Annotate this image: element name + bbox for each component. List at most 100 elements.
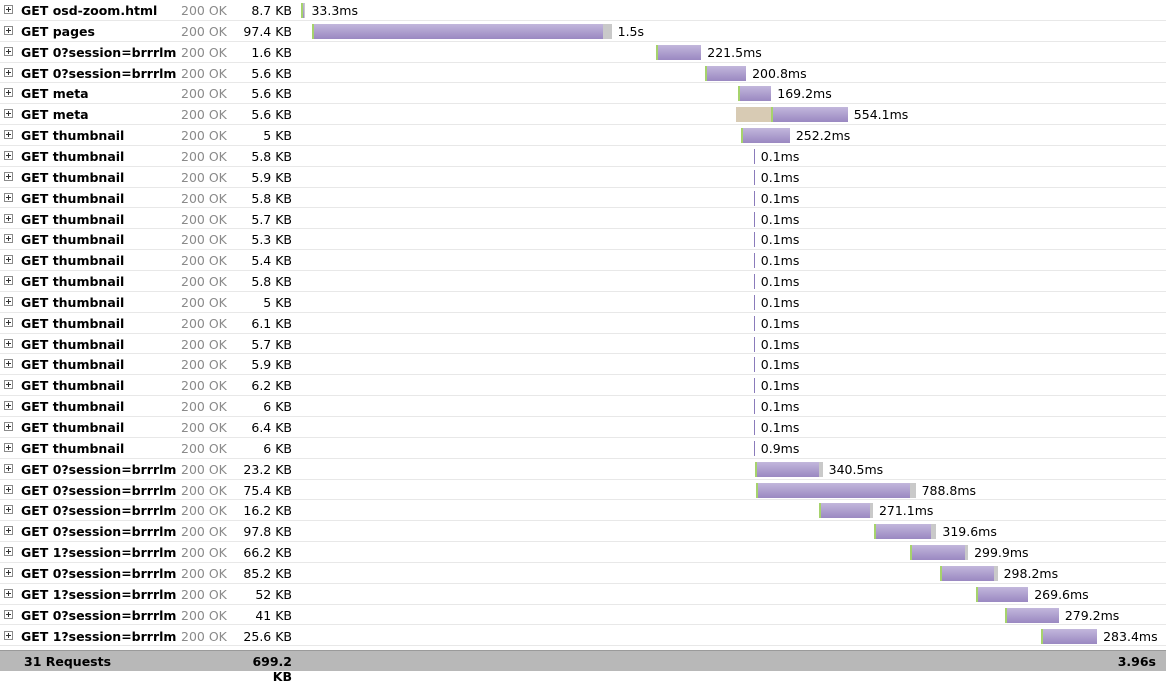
request-url[interactable]: GET thumbnail [21,295,179,310]
request-timeline[interactable]: 0.1ms [300,396,1166,416]
request-url[interactable]: GET 0?session=brrrlm [21,566,179,581]
request-timeline[interactable]: 271.1ms [300,500,1166,520]
request-url[interactable]: GET meta [21,107,179,122]
expand-toggle-icon[interactable] [4,130,13,140]
request-url[interactable]: GET thumbnail [21,378,179,393]
expand-toggle-icon[interactable] [4,171,13,181]
request-timeline[interactable]: 252.2ms [300,125,1166,145]
request-timeline[interactable]: 319.6ms [300,521,1166,541]
request-timeline[interactable]: 1.5s [300,21,1166,41]
expand-toggle-icon[interactable] [4,25,13,35]
request-row[interactable]: GET thumbnail 200 OK 6.4 KB 0.1ms [0,417,1166,438]
expand-toggle-icon[interactable] [4,46,13,56]
expand-toggle-icon[interactable] [4,338,13,348]
expand-toggle-icon[interactable] [4,359,13,369]
expand-toggle-icon[interactable] [4,380,13,390]
request-timeline[interactable]: 279.2ms [300,605,1166,625]
request-url[interactable]: GET 1?session=brrrlm [21,629,179,644]
request-timeline[interactable]: 33.3ms [300,0,1166,20]
request-row[interactable]: GET 0?session=brrrlm 200 OK 5.6 KB 200.8ms [0,63,1166,84]
expand-toggle-icon[interactable] [4,609,13,619]
expand-toggle-icon[interactable] [4,588,13,598]
request-row[interactable]: GET thumbnail 200 OK 6 KB 0.1ms [0,396,1166,417]
request-timeline[interactable]: 0.1ms [300,271,1166,291]
request-timeline[interactable]: 0.1ms [300,313,1166,333]
request-timeline[interactable]: 0.1ms [300,250,1166,270]
request-row[interactable]: GET thumbnail 200 OK 5.8 KB 0.1ms [0,188,1166,209]
request-url[interactable]: GET 0?session=brrrlm [21,462,179,477]
expand-toggle-icon[interactable] [4,192,13,202]
expand-toggle-icon[interactable] [4,484,13,494]
request-timeline[interactable]: 0.1ms [300,354,1166,374]
request-timeline[interactable]: 0.1ms [300,417,1166,437]
request-url[interactable]: GET 0?session=brrrlm [21,45,179,60]
request-timeline[interactable]: 299.9ms [300,542,1166,562]
expand-toggle-icon[interactable] [4,401,13,411]
request-row[interactable]: GET meta 200 OK 5.6 KB 554.1ms [0,104,1166,126]
request-url[interactable]: GET 0?session=brrrlm [21,483,179,498]
request-url[interactable]: GET thumbnail [21,316,179,331]
request-row[interactable]: GET thumbnail 200 OK 5 KB 0.1ms [0,292,1166,313]
expand-toggle-icon[interactable] [4,422,13,431]
request-row[interactable]: GET thumbnail 200 OK 5.4 KB 0.1ms [0,250,1166,272]
request-row[interactable]: GET 0?session=brrrlm 200 OK 75.4 KB 788.8ms [0,480,1166,501]
request-timeline[interactable]: 169.2ms [300,83,1166,103]
request-url[interactable]: GET 1?session=brrrlm [21,545,179,560]
request-url[interactable]: GET thumbnail [21,191,179,206]
expand-toggle-icon[interactable] [4,150,13,160]
request-url[interactable]: GET thumbnail [21,232,179,247]
request-row[interactable]: GET thumbnail 200 OK 5.9 KB 0.1ms [0,354,1166,376]
request-row[interactable]: GET thumbnail 200 OK 5.8 KB 0.1ms [0,271,1166,292]
request-url[interactable]: GET thumbnail [21,357,179,372]
request-row[interactable]: GET thumbnail 200 OK 5.9 KB 0.1ms [0,167,1166,188]
request-row[interactable]: GET 0?session=brrrlm 200 OK 16.2 KB 271.1ms [0,500,1166,522]
request-url[interactable]: GET thumbnail [21,441,179,456]
request-timeline[interactable]: 0.9ms [300,438,1166,458]
request-timeline[interactable]: 0.1ms [300,229,1166,249]
request-timeline[interactable]: 340.5ms [300,459,1166,479]
request-timeline[interactable]: 269.6ms [300,584,1166,604]
request-timeline[interactable]: 200.8ms [300,63,1166,83]
request-url[interactable]: GET meta [21,86,179,101]
request-row[interactable]: GET 1?session=brrrlm 200 OK 25.6 KB 283.4ms [0,626,1166,647]
expand-toggle-icon[interactable] [4,547,13,557]
expand-toggle-icon[interactable] [4,255,13,265]
request-timeline[interactable]: 0.1ms [300,292,1166,312]
request-url[interactable]: GET 1?session=brrrlm [21,587,179,602]
request-row[interactable]: GET pages 200 OK 97.4 KB 1.5s [0,21,1166,42]
request-url[interactable]: GET osd-zoom.html [21,3,179,18]
expand-toggle-icon[interactable] [4,505,13,515]
request-url[interactable]: GET thumbnail [21,337,179,352]
request-timeline[interactable]: 0.1ms [300,167,1166,187]
request-url[interactable]: GET thumbnail [21,274,179,289]
request-url[interactable]: GET thumbnail [21,212,179,227]
request-timeline[interactable]: 298.2ms [300,563,1166,583]
request-timeline[interactable]: 788.8ms [300,480,1166,500]
request-url[interactable]: GET 0?session=brrrlm [21,608,179,623]
request-row[interactable]: GET thumbnail 200 OK 6.2 KB 0.1ms [0,375,1166,397]
expand-toggle-icon[interactable] [4,296,13,306]
request-url[interactable]: GET 0?session=brrrlm [21,503,179,518]
request-row[interactable]: GET 0?session=brrrlm 200 OK 23.2 KB 340.5ms [0,459,1166,480]
expand-toggle-icon[interactable] [4,567,13,577]
request-timeline[interactable]: 554.1ms [300,104,1166,124]
request-row[interactable]: GET 0?session=brrrlm 200 OK 97.8 KB 319.6ms [0,521,1166,543]
request-row[interactable]: GET meta 200 OK 5.6 KB 169.2ms [0,83,1166,105]
expand-toggle-icon[interactable] [4,5,13,14]
request-row[interactable]: GET 1?session=brrrlm 200 OK 66.2 KB 299.9ms [0,542,1166,563]
request-timeline[interactable]: 221.5ms [300,42,1166,62]
request-row[interactable]: GET thumbnail 200 OK 6.1 KB 0.1ms [0,313,1166,334]
request-row[interactable]: GET thumbnail 200 OK 5.7 KB 0.1ms [0,209,1166,230]
request-timeline[interactable]: 283.4ms [300,626,1166,646]
expand-toggle-icon[interactable] [4,276,13,286]
expand-toggle-icon[interactable] [4,109,13,119]
expand-toggle-icon[interactable] [4,463,13,473]
request-timeline[interactable]: 0.1ms [300,209,1166,229]
request-row[interactable]: GET 0?session=brrrlm 200 OK 41 KB 279.2ms [0,605,1166,626]
request-row[interactable]: GET thumbnail 200 OK 5 KB 252.2ms [0,125,1166,146]
request-row[interactable]: GET 0?session=brrrlm 200 OK 85.2 KB 298.2ms [0,563,1166,584]
request-url[interactable]: GET thumbnail [21,399,179,414]
request-row[interactable]: GET 1?session=brrrlm 200 OK 52 KB 269.6ms [0,584,1166,605]
request-url[interactable]: GET pages [21,24,179,39]
expand-toggle-icon[interactable] [4,67,13,77]
